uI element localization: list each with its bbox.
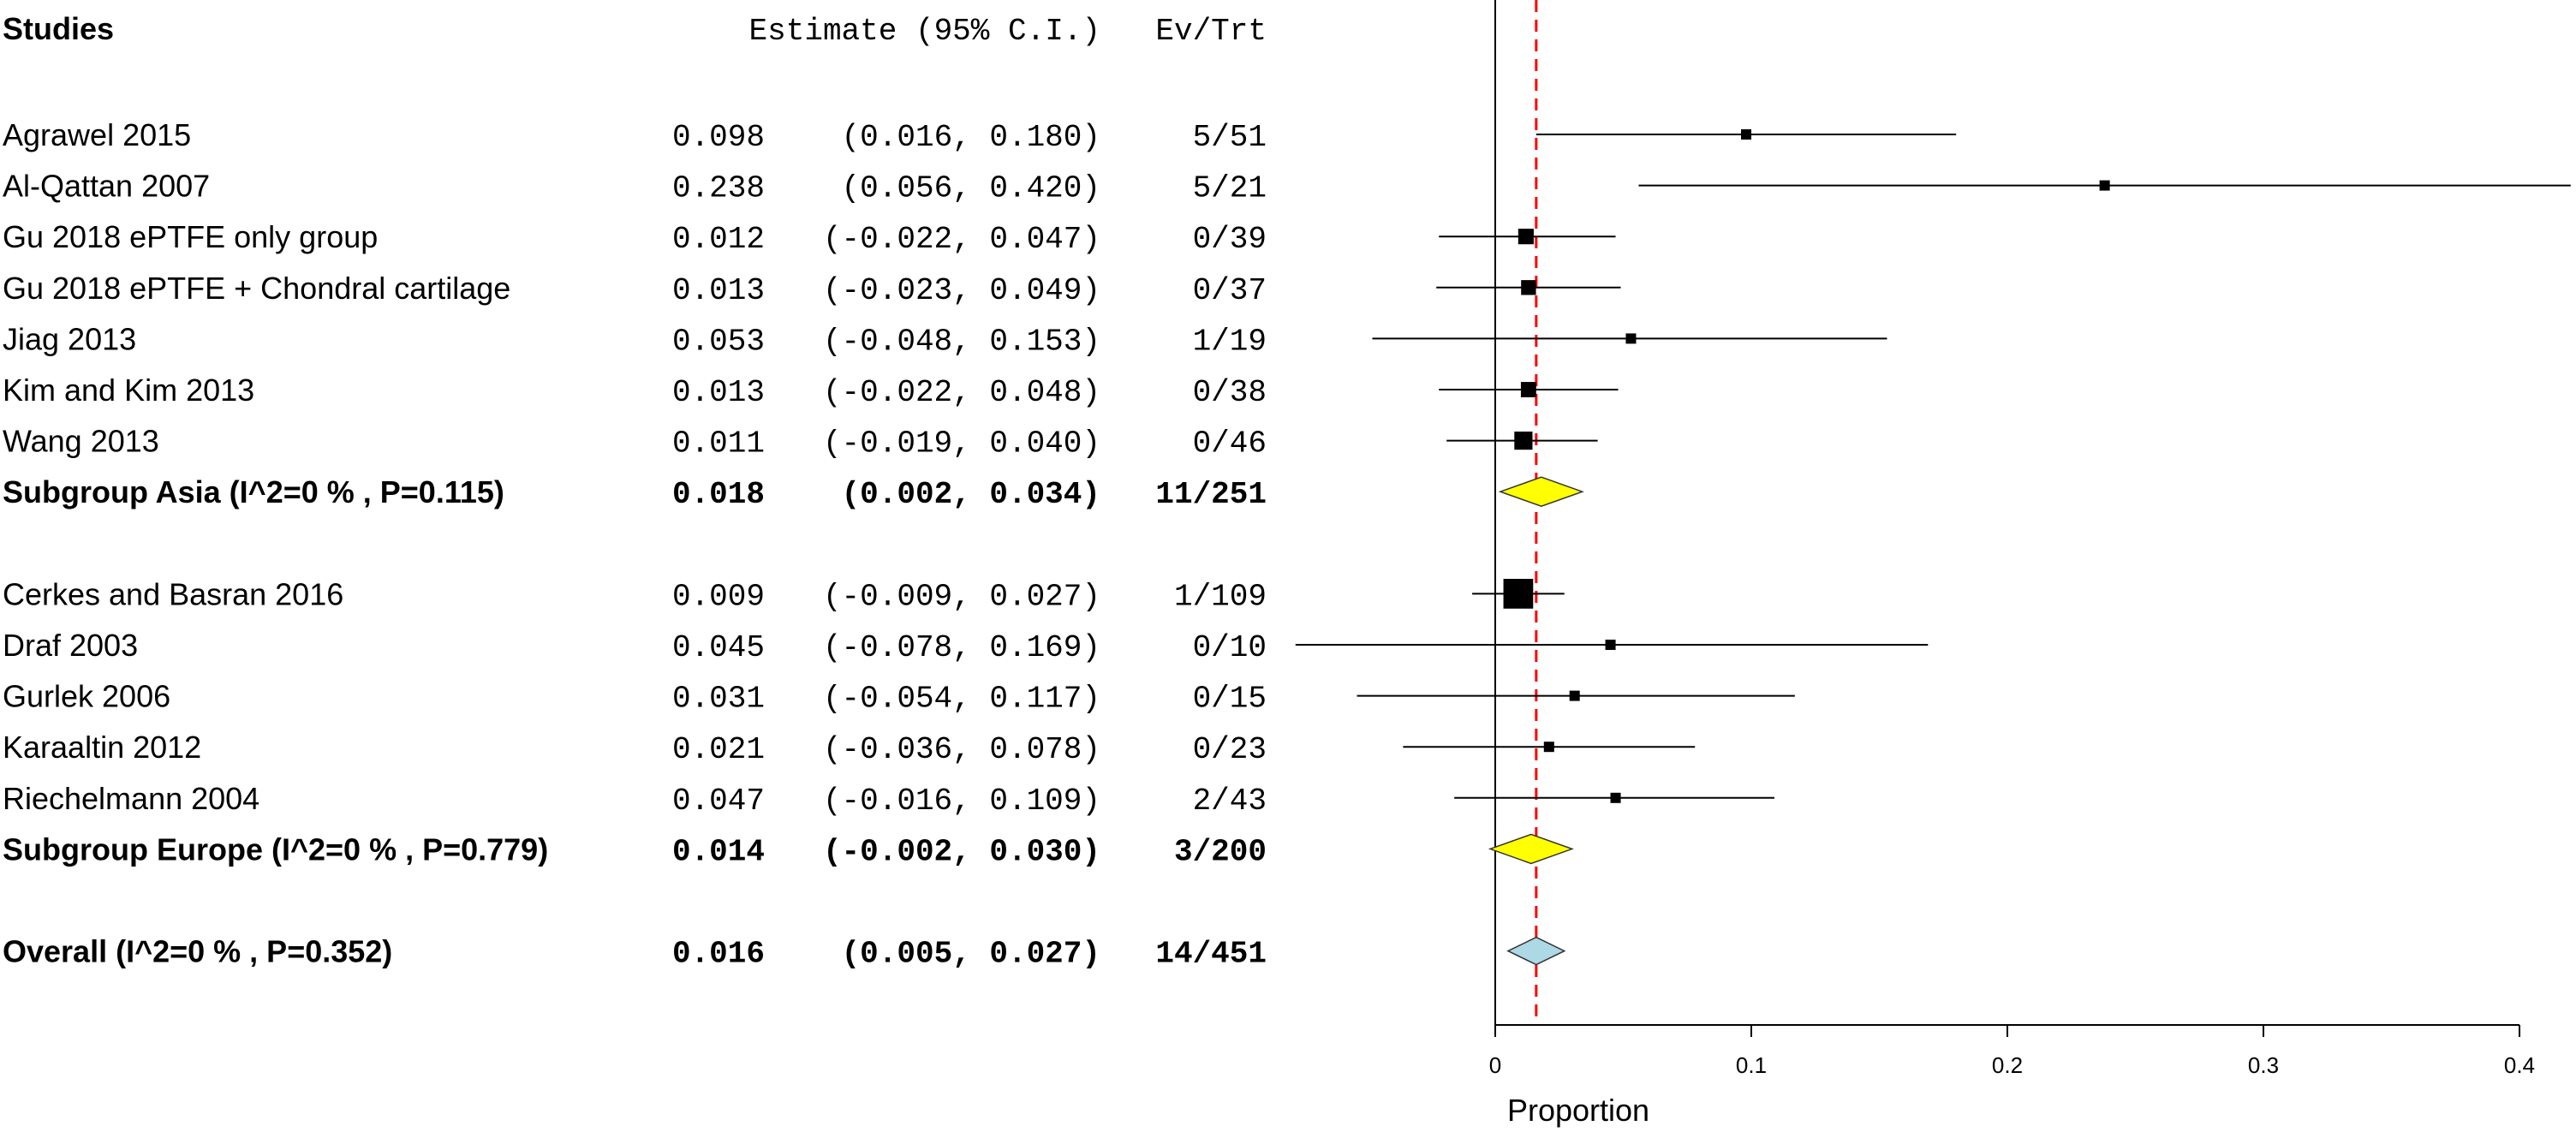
x-tick-label: 0.1	[1736, 1052, 1767, 1078]
ci-value: (-0.023, 0.049)	[823, 273, 1100, 308]
header-estimate: Estimate (95% C.I.)	[749, 14, 1100, 49]
point-estimate-square	[1741, 129, 1752, 140]
point-estimate-square	[1520, 382, 1536, 397]
estimate-value: 0.014	[672, 834, 765, 869]
estimate-value: 0.238	[672, 171, 765, 206]
events-value: 1/109	[1174, 579, 1267, 614]
estimate-value: 0.013	[672, 375, 765, 410]
subgroup-diamond	[1498, 476, 1584, 507]
ci-value: (-0.016, 0.109)	[823, 783, 1100, 819]
header-studies: Studies	[3, 11, 114, 46]
ci-value: (-0.019, 0.040)	[823, 426, 1100, 462]
table-rows: Agrawel 2015 0.098 (0.016, 0.180) 5/51 Al-Qa…	[3, 117, 1267, 972]
ci-value: (0.016, 0.180)	[842, 120, 1100, 155]
ci-value: (-0.054, 0.117)	[823, 682, 1100, 717]
plot-area: 0 0.1 0.2 0.3 0.4 Proportion	[1295, 0, 2571, 1128]
estimate-value: 0.098	[672, 120, 765, 155]
study-label: Kim and Kim 2013	[3, 372, 254, 408]
events-value: 14/451	[1155, 937, 1267, 972]
x-tick-label: 0.4	[2504, 1052, 2535, 1078]
point-estimate-square	[1521, 280, 1536, 295]
events-value: 0/23	[1193, 732, 1267, 767]
study-label: Al-Qattan 2007	[3, 169, 210, 204]
overall-label: Overall (I^2=0 % , P=0.352)	[3, 934, 392, 969]
x-tick-label: 0.2	[1992, 1052, 2023, 1078]
ci-value: (-0.048, 0.153)	[823, 324, 1100, 359]
estimate-value: 0.021	[672, 732, 765, 767]
events-value: 0/39	[1193, 222, 1267, 257]
ci-value: (-0.022, 0.047)	[823, 222, 1100, 257]
events-value: 0/46	[1193, 426, 1267, 462]
estimate-value: 0.012	[672, 222, 765, 257]
ci-value: (-0.078, 0.169)	[823, 630, 1100, 665]
x-axis-label: Proportion	[1507, 1093, 1649, 1128]
estimate-value: 0.013	[672, 273, 765, 308]
point-estimate-square	[1625, 333, 1637, 344]
ci-value: (-0.022, 0.048)	[823, 375, 1100, 410]
events-value: 3/200	[1174, 834, 1267, 869]
study-label: Gurlek 2006	[3, 679, 170, 714]
events-value: 1/19	[1193, 324, 1267, 359]
ci-value: (-0.009, 0.027)	[823, 579, 1100, 614]
x-tick-label: 0	[1489, 1052, 1501, 1078]
estimate-value: 0.047	[672, 783, 765, 819]
events-value: 2/43	[1193, 783, 1267, 819]
study-label: Draf 2003	[3, 628, 138, 663]
events-value: 5/21	[1193, 171, 1267, 206]
subgroup-label: Subgroup Asia (I^2=0 % , P=0.115)	[3, 474, 504, 509]
ci-value: (0.056, 0.420)	[842, 171, 1100, 206]
study-label: Karaaltin 2012	[3, 730, 201, 765]
overall-diamond	[1506, 936, 1566, 966]
ci-value: (-0.036, 0.078)	[823, 732, 1100, 767]
events-value: 0/15	[1193, 682, 1267, 717]
point-estimate-square	[1503, 579, 1534, 609]
point-estimate-square	[2099, 180, 2110, 191]
events-value: 0/37	[1193, 273, 1267, 308]
point-estimate-square	[1569, 690, 1580, 701]
ci-value: (-0.002, 0.030)	[823, 834, 1100, 869]
estimate-value: 0.009	[672, 579, 765, 614]
ci-value: (0.005, 0.027)	[842, 937, 1100, 972]
study-label: Jiag 2013	[3, 321, 136, 356]
point-estimate-square	[1514, 432, 1533, 450]
estimate-value: 0.045	[672, 630, 765, 665]
study-label: Cerkes and Basran 2016	[3, 576, 343, 611]
events-value: 11/251	[1155, 477, 1267, 512]
subgroup-label: Subgroup Europe (I^2=0 % , P=0.779)	[3, 831, 548, 867]
plot-marks	[1295, 129, 2571, 966]
estimate-value: 0.018	[672, 477, 765, 512]
x-tick-label: 0.3	[2248, 1052, 2279, 1078]
ci-value: (0.002, 0.034)	[842, 477, 1100, 512]
x-axis-ticks: 0 0.1 0.2 0.3 0.4	[1489, 1025, 2535, 1078]
subgroup-diamond	[1488, 833, 1574, 865]
estimate-value: 0.011	[672, 426, 765, 462]
study-label: Riechelmann 2004	[3, 781, 259, 816]
point-estimate-square	[1518, 229, 1534, 245]
estimate-value: 0.053	[672, 324, 765, 359]
study-label: Agrawel 2015	[3, 117, 191, 152]
study-label: Gu 2018 ePTFE + Chondral cartilage	[3, 271, 510, 306]
header-events: Ev/Trt	[1155, 14, 1267, 49]
estimate-value: 0.016	[672, 937, 765, 972]
point-estimate-square	[1610, 792, 1621, 803]
study-label: Gu 2018 ePTFE only group	[3, 219, 378, 254]
point-estimate-square	[1605, 640, 1616, 650]
study-label: Wang 2013	[3, 424, 159, 459]
events-value: 5/51	[1193, 120, 1267, 155]
events-value: 0/10	[1193, 630, 1267, 665]
point-estimate-square	[1543, 742, 1554, 753]
table-columns: Studies Estimate (95% C.I.) Ev/Trt	[3, 11, 1267, 49]
estimate-value: 0.031	[672, 682, 765, 717]
events-value: 0/38	[1193, 375, 1267, 410]
